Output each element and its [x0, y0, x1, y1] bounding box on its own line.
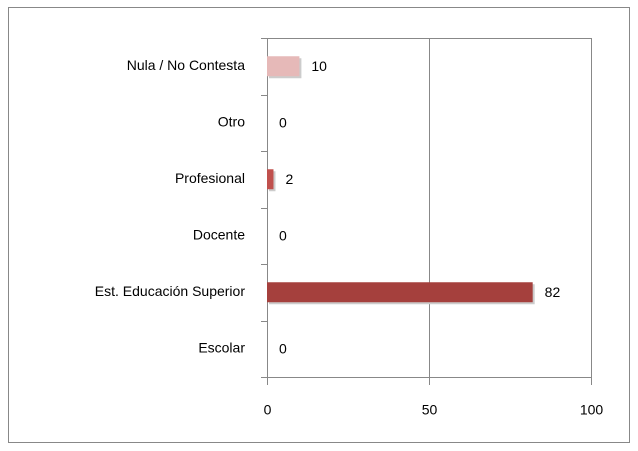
x-tick-label: 0 — [264, 402, 272, 418]
x-tick-label: 100 — [580, 402, 604, 418]
x-tick-label: 50 — [422, 402, 438, 418]
bar — [267, 56, 300, 77]
bar — [267, 169, 274, 190]
y-tick-label: Nula / No Contesta — [127, 57, 245, 73]
y-tick-label: Profesional — [175, 170, 245, 186]
value-label: 82 — [545, 284, 561, 300]
chart-border — [8, 7, 630, 443]
value-label: 0 — [279, 227, 287, 243]
y-tick-label: Otro — [218, 113, 245, 129]
y-tick-label: Escolar — [198, 339, 245, 355]
value-label: 0 — [279, 340, 287, 356]
value-label: 2 — [285, 171, 293, 187]
y-tick-label: Docente — [193, 226, 245, 242]
value-label: 10 — [311, 58, 327, 74]
bar — [267, 282, 533, 303]
value-label: 0 — [279, 114, 287, 130]
y-tick-label: Est. Educación Superior — [95, 283, 246, 299]
